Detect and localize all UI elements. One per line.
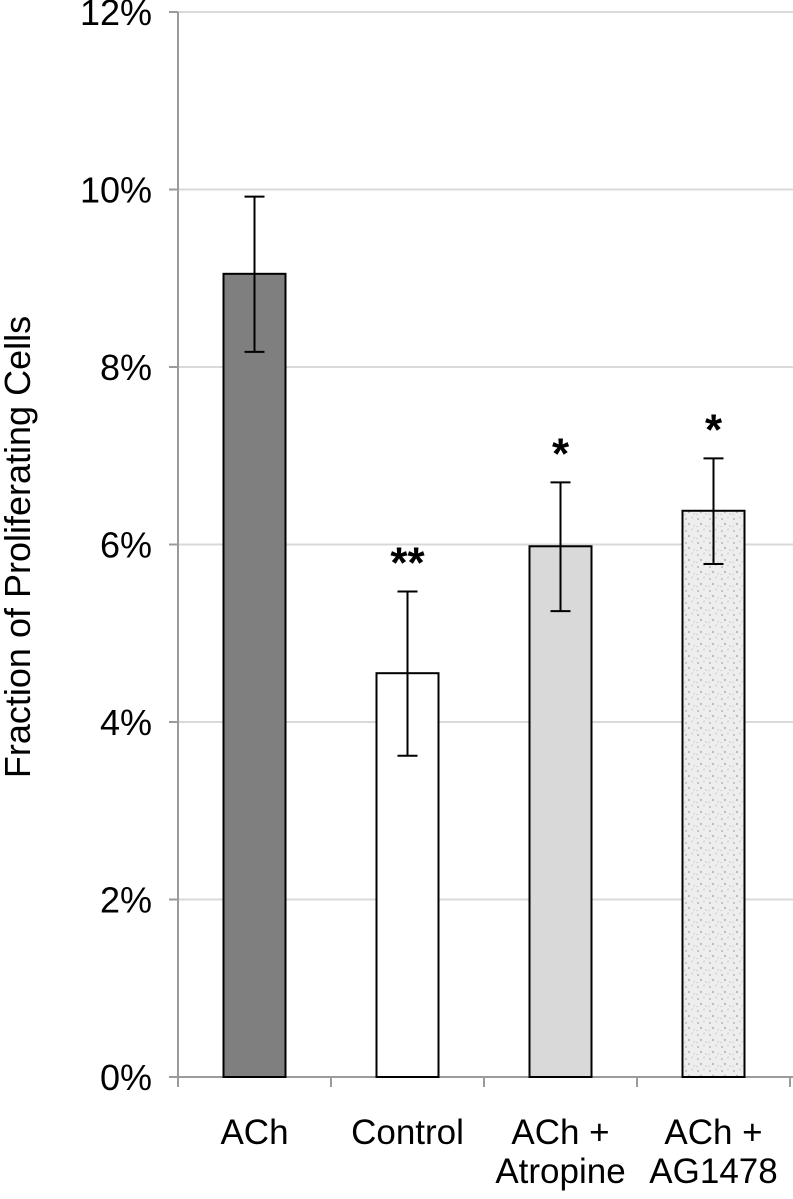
y-tick-label: 0% [100,1057,152,1098]
significance-marker: ** [390,539,425,588]
x-category-label: Control [351,1113,464,1152]
x-category-label: AG1478 [649,1152,777,1191]
labels: 0%2%4%6%8%10%12%ACh**Control*ACh +Atropi… [80,0,778,1191]
bar [528,545,593,1078]
y-tick-label: 6% [100,525,152,566]
bars [222,195,746,1078]
significance-marker: * [552,429,570,478]
y-tick-label: 4% [100,702,152,743]
y-tick-label: 12% [80,0,152,33]
y-tick-label: 2% [100,880,152,921]
y-axis-label: Fraction of Proliferating Cells [0,316,38,778]
bar [222,272,287,1078]
y-tick-label: 8% [100,347,152,388]
x-category-label: ACh + [664,1113,762,1152]
x-category-label: Atropine [495,1152,625,1191]
bar [681,509,746,1078]
y-tick-label: 10% [80,170,152,211]
x-category-label: ACh [220,1113,288,1152]
x-category-label: ACh + [511,1113,609,1152]
significance-marker: * [705,405,723,454]
